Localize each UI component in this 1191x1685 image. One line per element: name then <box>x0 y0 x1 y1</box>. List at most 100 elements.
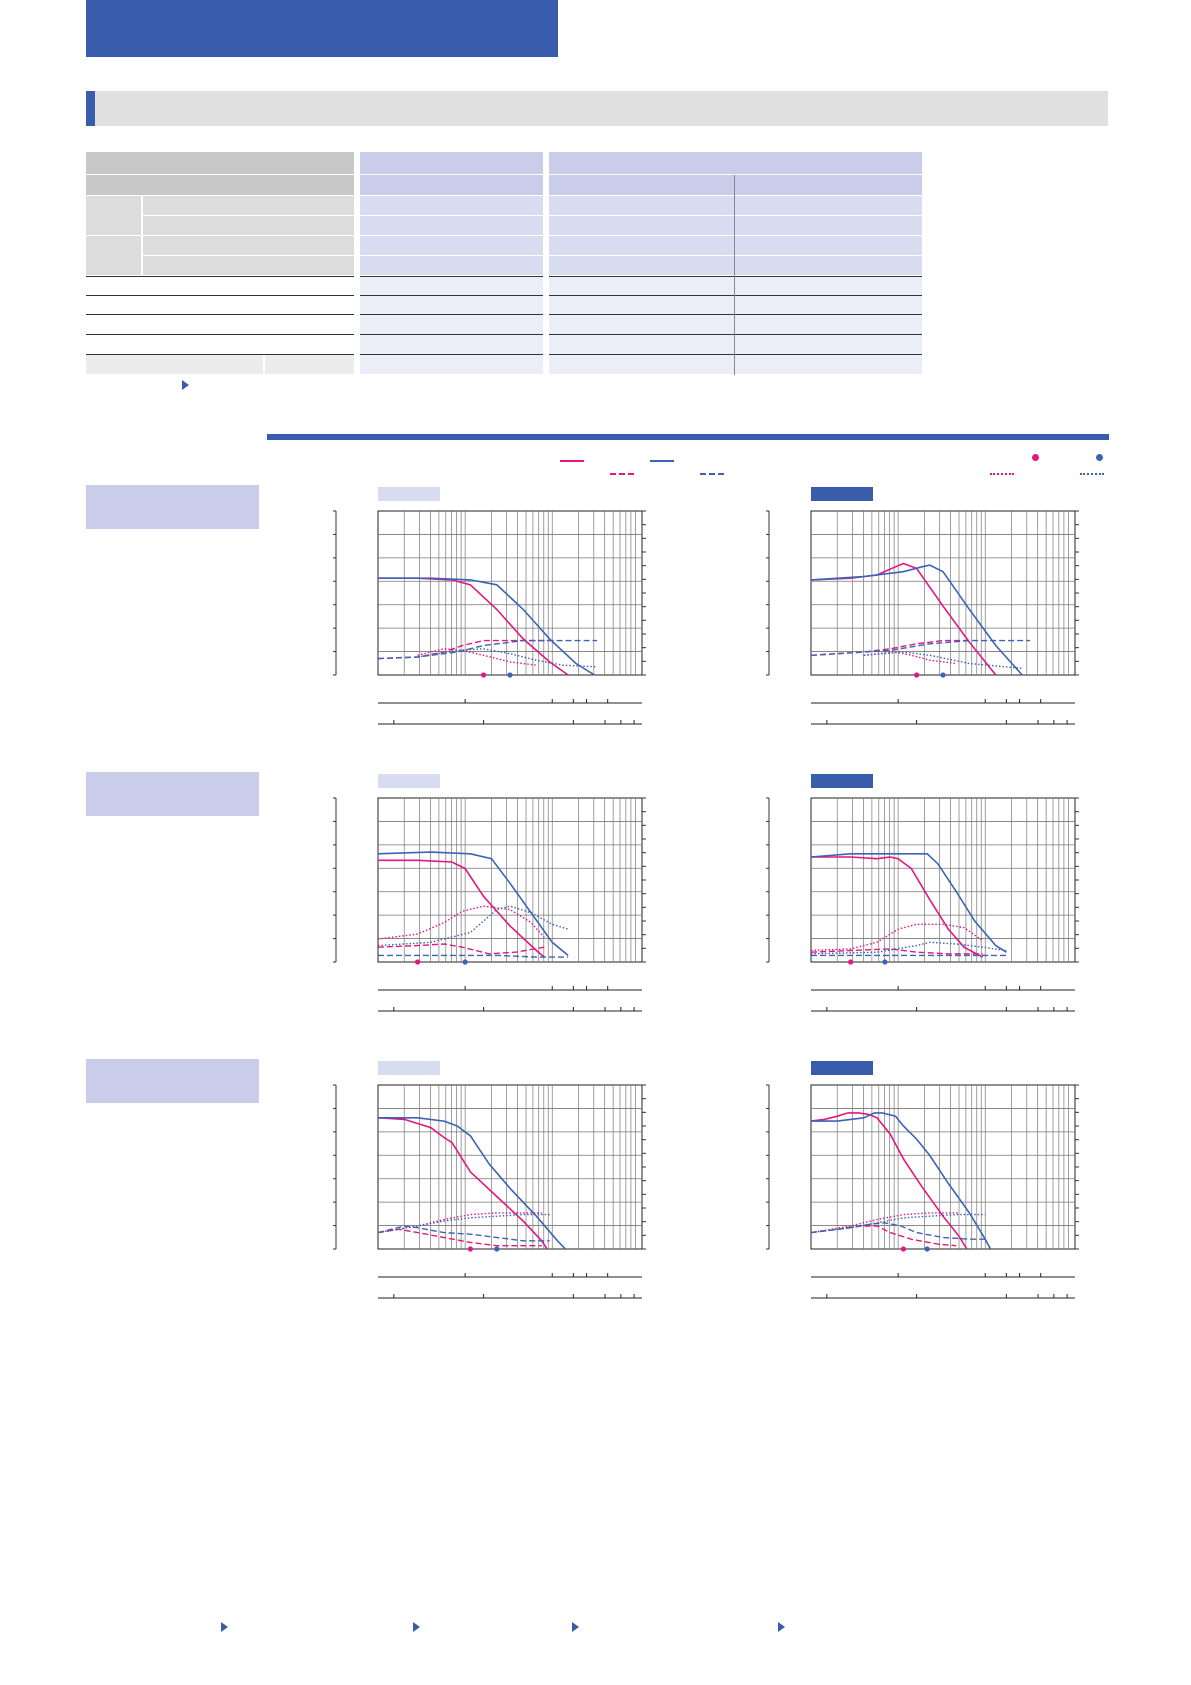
table-cell <box>360 196 543 215</box>
characteristic-chart <box>333 1084 646 1252</box>
table-rule <box>86 334 354 335</box>
series-dotted_magenta <box>863 651 957 665</box>
plot-frame <box>377 797 643 963</box>
table-rule <box>360 295 543 296</box>
series-dashed_magenta <box>377 943 545 955</box>
table-cell <box>549 315 734 334</box>
table-cell <box>143 256 354 275</box>
marker-dot <box>462 959 468 965</box>
triangle-right-icon[interactable] <box>182 380 189 390</box>
characteristic-chart <box>766 1084 1079 1252</box>
table-cell <box>360 216 543 235</box>
table-header-cell <box>360 152 543 174</box>
series-dashed_blue <box>377 1225 550 1242</box>
table-cell <box>549 236 734 255</box>
marker-dot <box>467 1246 473 1252</box>
table-cell <box>143 216 354 235</box>
table-cell <box>360 256 543 275</box>
series-dashed_magenta <box>377 1228 542 1247</box>
scale-rulers <box>811 986 1075 1012</box>
series-solid_magenta <box>810 562 997 676</box>
series-solid_blue <box>378 1117 566 1250</box>
chart-tag <box>811 487 873 501</box>
marker-dot <box>914 672 920 678</box>
table-cell <box>735 196 922 215</box>
legend-marker-magenta <box>1032 454 1039 461</box>
table-header-cell <box>86 152 354 174</box>
table-header-cell <box>549 175 734 195</box>
marker-dot <box>924 1246 930 1252</box>
chart-tag <box>811 1061 873 1075</box>
marker-dot <box>848 959 854 965</box>
chart-row-label <box>86 1059 259 1103</box>
table-cell <box>549 216 734 235</box>
table-rule <box>549 295 922 296</box>
chart-tag <box>378 487 440 501</box>
table-cell <box>735 256 922 275</box>
scale-rulers <box>811 699 1075 725</box>
series-dashed_blue <box>378 954 569 958</box>
series-solid_blue <box>377 851 569 957</box>
marker-dot <box>882 959 888 965</box>
table-cell <box>360 236 543 255</box>
series-solid_magenta <box>378 859 545 958</box>
triangle-right-icon[interactable] <box>572 1622 579 1632</box>
table-cell <box>549 295 734 314</box>
characteristic-chart <box>333 797 646 965</box>
chart-tag <box>811 774 873 788</box>
table-rule <box>549 314 922 315</box>
table-group-cell <box>86 236 141 275</box>
scale-rulers <box>378 699 642 725</box>
table-cell <box>549 196 734 215</box>
series-solid_blue <box>811 1112 992 1250</box>
marker-dot <box>507 672 513 678</box>
table-cell <box>86 355 263 374</box>
table-cell <box>360 335 543 354</box>
triangle-right-icon[interactable] <box>221 1622 228 1632</box>
legend-dashed-blue <box>700 473 724 475</box>
legend-dashed-magenta <box>610 473 634 475</box>
table-cell <box>549 276 734 295</box>
series-dotted_blue <box>377 905 569 947</box>
table-cell <box>735 315 922 334</box>
series-dotted_magenta <box>377 1212 542 1234</box>
table-cell <box>735 276 922 295</box>
table-rule <box>86 354 354 355</box>
table-rule <box>549 334 922 335</box>
scale-rulers <box>378 1273 642 1299</box>
series-solid_magenta <box>811 856 983 958</box>
series-solid_magenta <box>810 1112 968 1250</box>
legend-solid-blue <box>650 460 674 462</box>
series-solid_blue <box>810 564 1023 676</box>
table-cell <box>735 335 922 354</box>
table-cell <box>735 236 922 255</box>
series-dotted_blue <box>417 648 598 668</box>
chart-row-label <box>86 485 259 529</box>
section-heading-bar <box>86 91 1108 126</box>
table-cell <box>360 315 543 334</box>
series-dotted_blue <box>377 1213 550 1234</box>
triangle-right-icon[interactable] <box>778 1622 785 1632</box>
table-header-cell <box>86 175 354 195</box>
legend-dotted-blue <box>1080 473 1104 475</box>
scale-rulers <box>811 1273 1075 1299</box>
characteristic-chart <box>766 797 1079 965</box>
chart-tag <box>378 1061 440 1075</box>
series-solid_magenta <box>377 1117 548 1250</box>
marker-dot <box>481 672 487 678</box>
series-dashed_magenta <box>810 948 983 955</box>
table-cell <box>735 355 922 374</box>
plot-frame <box>810 1084 1076 1250</box>
section-heading-accent <box>86 91 95 126</box>
triangle-right-icon[interactable] <box>413 1622 420 1632</box>
table-cell <box>360 276 543 295</box>
table-rule <box>360 334 543 335</box>
table-rule <box>549 354 922 355</box>
table-rule <box>86 314 354 315</box>
marker-dot <box>494 1246 500 1252</box>
series-dotted_blue <box>863 651 1023 670</box>
table-group-cell <box>86 196 141 235</box>
legend-marker-blue <box>1096 454 1103 461</box>
series-solid_blue <box>810 853 1007 953</box>
table-divider <box>734 175 735 375</box>
